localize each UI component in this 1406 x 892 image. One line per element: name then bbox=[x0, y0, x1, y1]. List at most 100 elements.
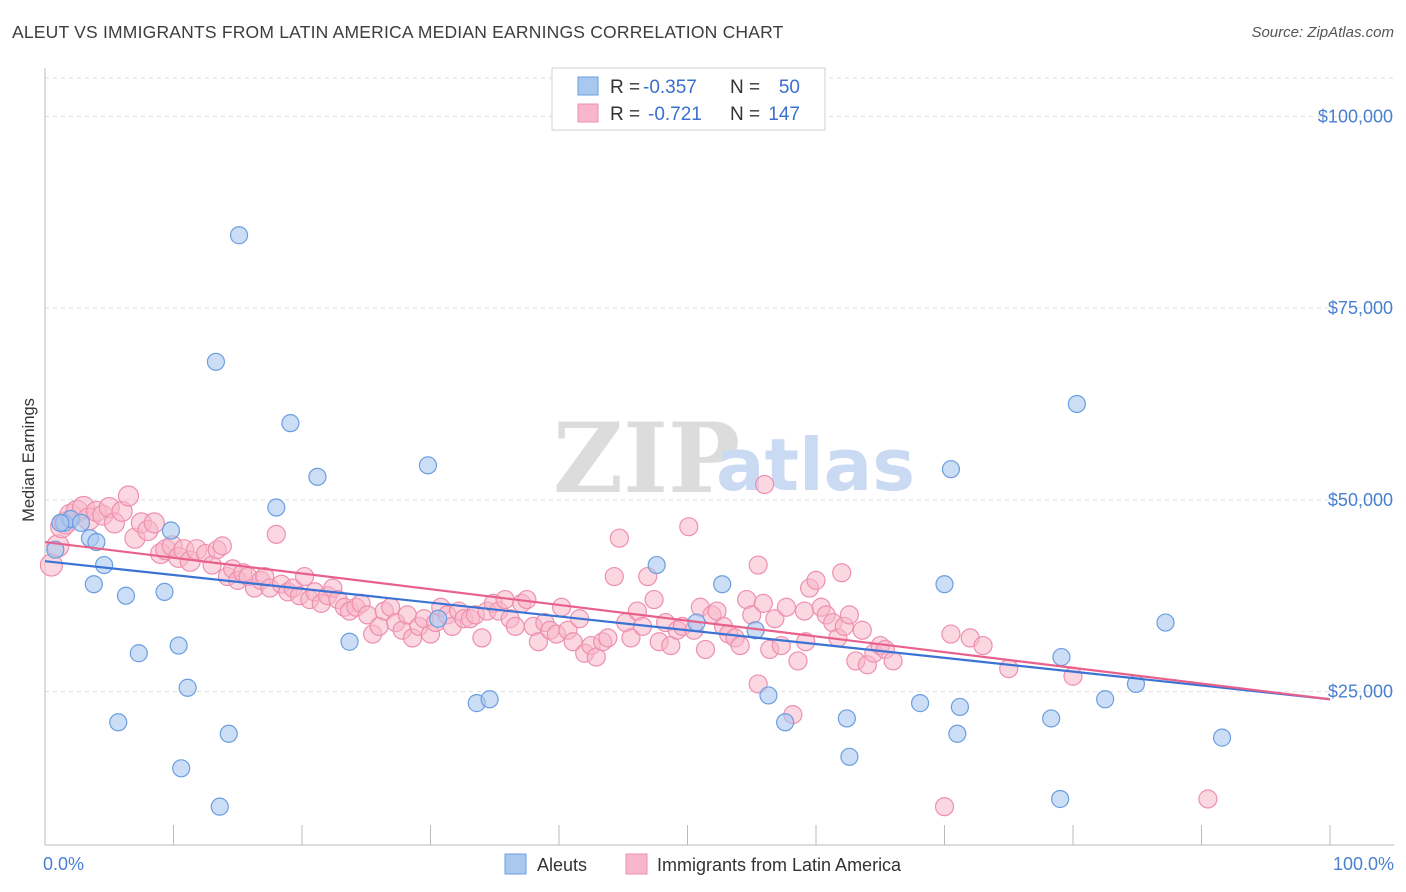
legend-label-aleuts: Aleuts bbox=[537, 855, 587, 875]
aleut-point bbox=[129, 644, 148, 663]
latin-america-point bbox=[294, 566, 315, 587]
aleut-point bbox=[46, 540, 65, 559]
legend-swatch-latin bbox=[577, 103, 599, 123]
latin-america-point bbox=[528, 632, 549, 652]
latin-america-point bbox=[551, 597, 572, 617]
aleut-point bbox=[281, 414, 300, 433]
gridlines bbox=[45, 77, 1394, 693]
aleut-point bbox=[1051, 789, 1070, 809]
latin-america-point bbox=[806, 570, 826, 590]
latin-america-point bbox=[644, 589, 664, 610]
aleut-point bbox=[267, 498, 286, 517]
latin-america-point bbox=[754, 474, 775, 495]
y-tick-label: $25,000 bbox=[1328, 682, 1393, 702]
latin-america-point bbox=[852, 620, 872, 640]
aleut-point bbox=[155, 582, 174, 601]
legend-r-value-2: -0.721 bbox=[648, 104, 702, 125]
aleut-point bbox=[206, 352, 226, 371]
aleut-point bbox=[210, 797, 229, 816]
aleut-point bbox=[429, 609, 448, 628]
latin-america-point bbox=[973, 635, 993, 656]
aleut-point bbox=[178, 678, 197, 697]
aleut-point bbox=[418, 456, 438, 475]
aleut-point bbox=[172, 759, 191, 778]
aleut-point bbox=[480, 690, 499, 709]
aleut-point bbox=[713, 575, 732, 594]
legend-label-latin-america: Immigrants from Latin America bbox=[657, 855, 902, 875]
legend-r-label-2: R = bbox=[610, 104, 640, 125]
watermark-zip: ZIP bbox=[553, 402, 740, 515]
y-tick-labels: $100,000 $75,000 $50,000 $25,000 bbox=[1318, 106, 1393, 701]
source-credit: Source: ZipAtlas.com bbox=[1251, 24, 1394, 41]
latin-america-point bbox=[598, 628, 618, 648]
aleut-point bbox=[116, 586, 136, 605]
aleut-point bbox=[1067, 394, 1086, 414]
aleut-point bbox=[935, 575, 954, 594]
aleut-point bbox=[109, 713, 128, 732]
latin-america-point bbox=[999, 658, 1019, 679]
legend-r-value-1: -0.357 bbox=[643, 77, 697, 98]
aleut-point bbox=[840, 747, 859, 766]
series-legend: Aleuts Immigrants from Latin America bbox=[504, 853, 902, 875]
aleut-point bbox=[95, 555, 114, 575]
latin-america-point bbox=[609, 528, 629, 548]
latin-america-point bbox=[748, 555, 768, 575]
y-tick-label: $50,000 bbox=[1328, 490, 1393, 510]
y-tick-label: $100,000 bbox=[1318, 106, 1393, 126]
aleut-point bbox=[647, 555, 666, 575]
aleut-trendline bbox=[44, 560, 1331, 701]
aleut-point bbox=[308, 467, 327, 486]
aleut-point bbox=[776, 713, 795, 732]
axes bbox=[44, 68, 1394, 846]
latin-america-point bbox=[883, 651, 903, 671]
latin-america-point bbox=[621, 628, 641, 648]
y-tick-label: $75,000 bbox=[1328, 298, 1393, 318]
latin-america-point bbox=[266, 524, 286, 544]
latin-america-point bbox=[941, 624, 961, 644]
aleut-point bbox=[837, 709, 856, 728]
aleut-point bbox=[1156, 613, 1175, 632]
latin-america-point bbox=[604, 566, 624, 587]
latin-america-point bbox=[730, 635, 750, 656]
latin-america-point bbox=[832, 563, 852, 583]
latin-america-point bbox=[1198, 789, 1218, 809]
aleut-point bbox=[84, 575, 103, 594]
latin-america-point bbox=[776, 597, 797, 617]
aleut-point bbox=[948, 724, 967, 743]
legend-n-label-2: N = bbox=[730, 104, 760, 125]
aleut-point bbox=[941, 460, 961, 479]
latin-america-point bbox=[212, 536, 232, 556]
legend-swatch-aleut bbox=[577, 76, 599, 96]
x-tick-label-right: 100.0% bbox=[1333, 854, 1394, 874]
legend-swatch-latin-america bbox=[625, 853, 648, 875]
x-tick-label-left: 0.0% bbox=[43, 854, 84, 874]
latin-america-point bbox=[472, 628, 492, 648]
correlation-legend: R = -0.357 N = 50 R = -0.721 N = 147 bbox=[551, 67, 826, 131]
aleut-point bbox=[1052, 647, 1071, 667]
latin-america-point bbox=[117, 485, 140, 507]
y-axis-label: Median Earnings bbox=[20, 398, 38, 522]
latin-america-point bbox=[839, 605, 860, 625]
aleut-point bbox=[71, 513, 91, 532]
aleut-point bbox=[1096, 690, 1115, 709]
aleut-point bbox=[229, 226, 249, 245]
legend-n-value-1: 50 bbox=[779, 77, 800, 98]
latin-america-point bbox=[143, 512, 165, 534]
trendlines bbox=[44, 540, 1331, 701]
latin-america-point bbox=[679, 517, 699, 537]
aleut-point bbox=[51, 513, 70, 532]
watermark-atlas: atlas bbox=[716, 423, 915, 507]
aleut-point bbox=[1212, 728, 1232, 747]
latin-america-point bbox=[794, 601, 815, 621]
aleut-point bbox=[340, 632, 359, 651]
legend-n-label-1: N = bbox=[730, 77, 760, 98]
aleut-point bbox=[219, 724, 238, 743]
aleut-point bbox=[87, 532, 106, 552]
latin-america-points bbox=[39, 474, 1218, 817]
aleut-point bbox=[1042, 709, 1061, 728]
latin-america-point bbox=[563, 632, 583, 652]
aleut-point bbox=[910, 694, 930, 713]
latin-america-point bbox=[505, 616, 525, 637]
latin-america-point bbox=[695, 639, 716, 660]
